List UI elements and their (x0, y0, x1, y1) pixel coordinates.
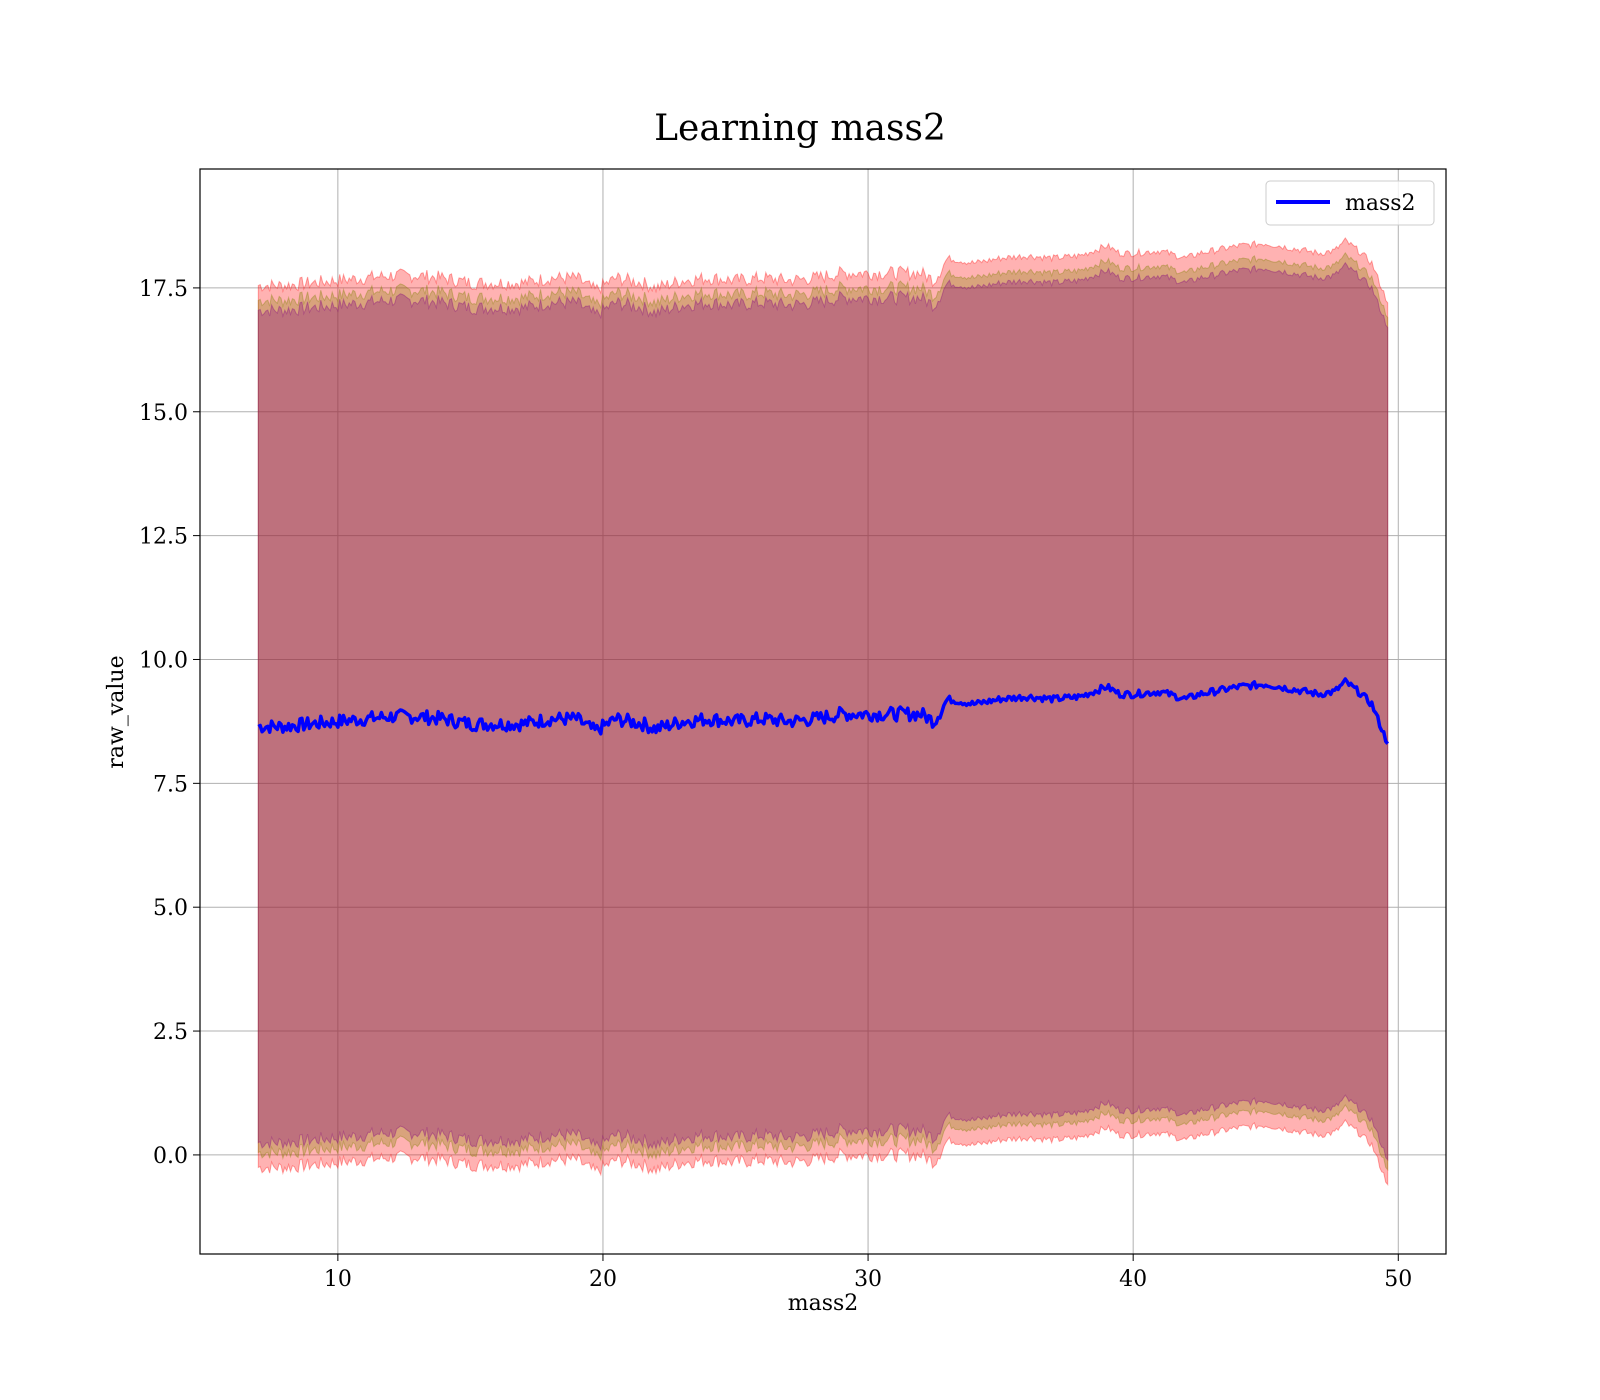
series-line-mass2 (257, 677, 1390, 745)
chart-title: Learning mass2 (654, 108, 946, 149)
y-tick-label: 15.0 (139, 401, 188, 426)
legend-label: mass2 (1345, 191, 1416, 216)
band-layer (257, 237, 1389, 1186)
confidence-band-3 (257, 261, 1389, 1162)
y-axis: 0.0 2.5 5.0 7.5 10.0 12.5 15.0 17.5 (139, 277, 200, 1169)
x-axis-label: mass2 (788, 1291, 859, 1316)
y-tick-label: 5.0 (153, 896, 188, 921)
x-tick-label: 30 (854, 1267, 882, 1292)
x-axis: 10 20 30 40 50 (324, 1254, 1412, 1292)
y-tick-label: 10.0 (139, 648, 188, 673)
plot-frame (199, 168, 1447, 1255)
y-tick-label: 0.0 (153, 1144, 188, 1169)
y-axis-label: raw_value (104, 655, 129, 768)
y-tick-label: 17.5 (139, 277, 188, 302)
x-tick-label: 10 (324, 1267, 352, 1292)
legend-box (1265, 180, 1435, 226)
x-tick-label: 20 (589, 1267, 617, 1292)
grid-layer (200, 169, 1446, 1254)
y-tick-label: 12.5 (139, 525, 188, 550)
y-tick-label: 2.5 (153, 1020, 188, 1045)
y-tick-label: 7.5 (153, 772, 188, 797)
confidence-band-2 (257, 252, 1389, 1172)
line-layer (257, 677, 1390, 745)
legend: mass2 (1265, 180, 1435, 226)
x-tick-label: 50 (1384, 1267, 1412, 1292)
confidence-band-1 (257, 237, 1389, 1186)
x-tick-label: 40 (1119, 1267, 1147, 1292)
